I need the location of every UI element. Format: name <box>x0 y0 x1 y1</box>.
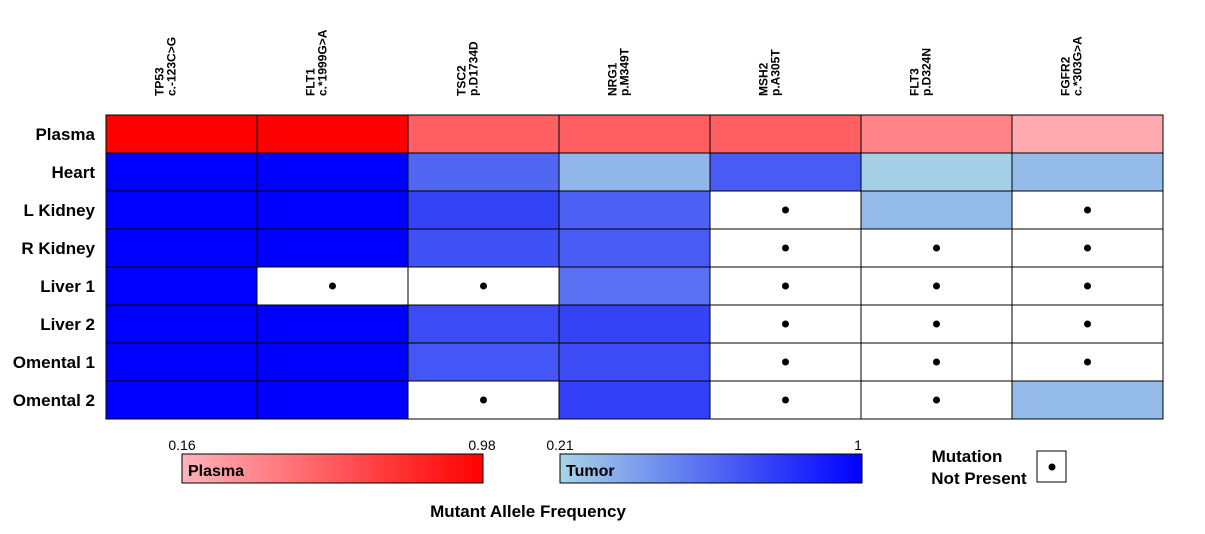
tumor-min-label: 0.21 <box>546 437 573 453</box>
plasma-min-label: 0.16 <box>168 437 195 453</box>
heatmap-cell <box>407 304 560 344</box>
heatmap-cell <box>558 152 711 192</box>
heatmap-cell <box>558 342 711 382</box>
column-variant-label: p.A305T <box>769 49 783 96</box>
heatmap-cell <box>407 228 560 268</box>
plasma-colorbar-name: Plasma <box>188 463 244 480</box>
row-label: L Kidney <box>24 201 96 220</box>
heatmap-cell <box>860 114 1013 154</box>
mutation-not-present-dot <box>480 396 487 404</box>
heatmap-cell <box>407 152 560 192</box>
row-label: Plasma <box>35 125 95 144</box>
column-variant-label: p.D1734D <box>467 41 481 96</box>
mutation-not-present-dot <box>782 282 789 290</box>
heatmap-cell <box>1011 114 1164 154</box>
heatmap-cell <box>105 380 258 420</box>
column-gene-label: FGFR2 <box>1059 56 1073 96</box>
mutation-not-present-dot <box>1084 206 1091 214</box>
mutation-not-present-dot <box>782 244 789 252</box>
row-label: Omental 1 <box>13 353 95 372</box>
column-gene-label: NRG1 <box>606 62 620 96</box>
mutation-not-present-dot <box>782 206 789 214</box>
heatmap-cell <box>105 266 258 306</box>
tumor-max-label: 1 <box>854 437 862 453</box>
heatmap-cell <box>558 266 711 306</box>
missing-legend-line1: Mutation <box>932 447 1003 466</box>
column-gene-label: TP53 <box>153 67 167 96</box>
mutation-not-present-dot <box>933 244 940 252</box>
mutation-not-present-dot <box>1084 244 1091 252</box>
column-variant-label: c.*303G>A <box>1071 36 1085 96</box>
mutation-not-present-dot <box>480 282 487 290</box>
column-gene-label: FLT3 <box>908 68 922 96</box>
heatmap-cell <box>1011 380 1164 420</box>
heatmap-cell <box>256 190 409 230</box>
mutation-not-present-dot <box>1084 282 1091 290</box>
heatmap-cell <box>558 304 711 344</box>
mutation-not-present-dot <box>933 358 940 366</box>
heatmap-cell <box>407 342 560 382</box>
row-label: R Kidney <box>21 239 95 258</box>
mutation-not-present-dot <box>933 396 940 404</box>
mutation-not-present-dot <box>933 320 940 328</box>
heatmap-cell <box>860 152 1013 192</box>
row-labels: Plasma Heart L Kidney R Kidney Liver 1 Liver … <box>13 125 96 410</box>
row-label: Heart <box>52 163 96 182</box>
heatmap-cell <box>256 114 409 154</box>
heatmap-cell <box>256 228 409 268</box>
legend: 0.16 0.98 Plasma 0.21 1 Tumor Mutation N… <box>168 437 1067 521</box>
heatmap-cell <box>105 304 258 344</box>
missing-legend-dot <box>1048 463 1056 471</box>
heatmap-cell <box>860 190 1013 230</box>
heatmap-cell <box>105 228 258 268</box>
heatmap-cell <box>709 152 862 192</box>
heatmap-cell <box>105 342 258 382</box>
heatmap-cell <box>1011 152 1164 192</box>
column-variant-label: c.-123C>G <box>165 37 179 96</box>
row-label: Liver 2 <box>40 315 95 334</box>
heatmap-cell <box>256 152 409 192</box>
heatmap-cell <box>709 342 862 382</box>
missing-legend-line2: Not Present <box>931 469 1027 488</box>
mutation-not-present-dot <box>933 282 940 290</box>
heatmap-cell <box>256 342 409 382</box>
row-label: Omental 2 <box>13 391 95 410</box>
tumor-colorbar-name: Tumor <box>566 463 615 480</box>
heatmap-cell <box>558 380 711 420</box>
heatmap-cell <box>558 190 711 230</box>
mutation-not-present-dot <box>1084 320 1091 328</box>
mutation-not-present-dot <box>782 320 789 328</box>
heatmap-cell <box>407 190 560 230</box>
heatmap-cell <box>709 266 862 306</box>
heatmap-cell <box>256 380 409 420</box>
heatmap-cell <box>709 114 862 154</box>
x-axis-label: Mutant Allele Frequency <box>430 502 626 521</box>
heatmap-cell <box>256 304 409 344</box>
plasma-max-label: 0.98 <box>468 437 495 453</box>
column-gene-label: TSC2 <box>455 65 469 96</box>
column-variant-label: c.*1999G>A <box>316 29 330 96</box>
mutation-not-present-dot <box>329 282 336 290</box>
heatmap-cells <box>105 114 1164 420</box>
heatmap-cell <box>105 152 258 192</box>
heatmap-cell <box>558 228 711 268</box>
column-gene-label: FLT1 <box>304 68 318 96</box>
column-variant-label: p.M349T <box>618 47 632 96</box>
tumor-colorbar <box>559 453 863 484</box>
heatmap-cell <box>558 114 711 154</box>
mutation-not-present-dot <box>782 358 789 366</box>
heatmap-cell <box>105 114 258 154</box>
column-variant-label: p.D324N <box>920 48 934 96</box>
mutation-not-present-dot <box>1084 358 1091 366</box>
heatmap-cell <box>407 114 560 154</box>
column-gene-label: MSH2 <box>757 62 771 96</box>
row-label: Liver 1 <box>40 277 95 296</box>
plasma-colorbar <box>181 453 484 484</box>
heatmap-cell <box>105 190 258 230</box>
mutation-not-present-dot <box>782 396 789 404</box>
